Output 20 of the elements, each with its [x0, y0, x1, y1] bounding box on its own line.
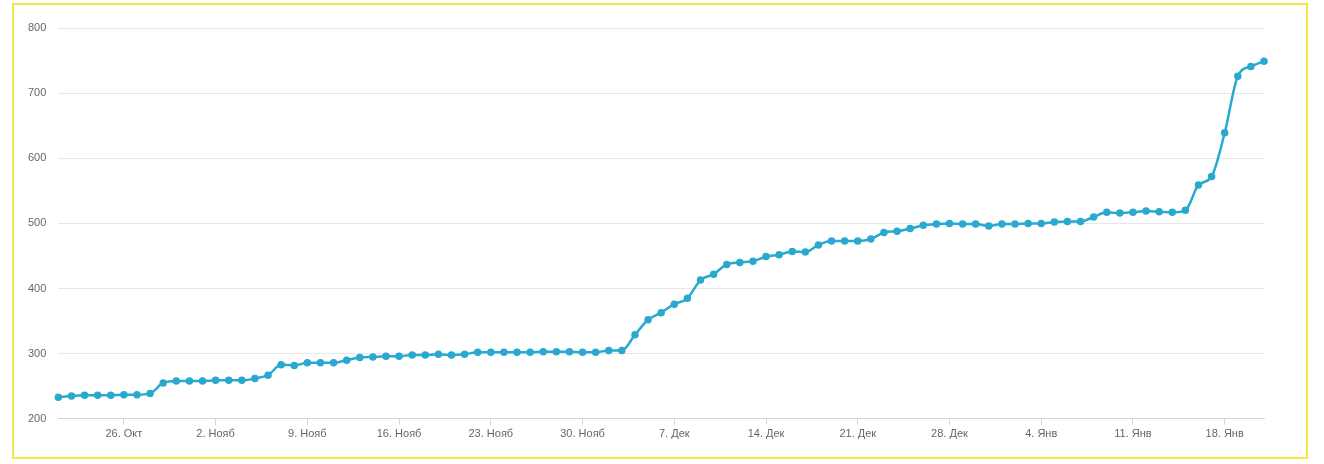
x-tick-label: 14. Дек: [747, 427, 785, 440]
x-tick-label: 21. Дек: [839, 427, 877, 440]
y-tick-label: 500: [27, 216, 47, 229]
y-tick-label: 600: [27, 151, 47, 164]
y-tick-label: 700: [27, 86, 47, 99]
y-tick-label: 200: [27, 411, 47, 424]
x-tick-label: 26. Окт: [105, 427, 143, 440]
x-tick-label: 16. Нояб: [376, 427, 422, 440]
x-tick-label: 4. Янв: [1025, 427, 1058, 440]
x-tick-label: 2. Нояб: [196, 427, 235, 440]
x-tick-label: 11. Янв: [1114, 427, 1152, 440]
x-tick-label: 7. Дек: [658, 427, 690, 440]
x-tick-label: 23. Нояб: [468, 427, 514, 440]
y-tick-label: 400: [27, 281, 47, 294]
x-tick-label: 30. Нояб: [560, 427, 605, 440]
x-tick-label: 9. Нояб: [288, 427, 327, 440]
y-tick-label: 300: [27, 346, 47, 359]
y-tick-label: 800: [27, 21, 47, 34]
x-tick-label: 18. Янв: [1205, 427, 1244, 440]
x-tick-label: 28. Дек: [931, 427, 969, 440]
